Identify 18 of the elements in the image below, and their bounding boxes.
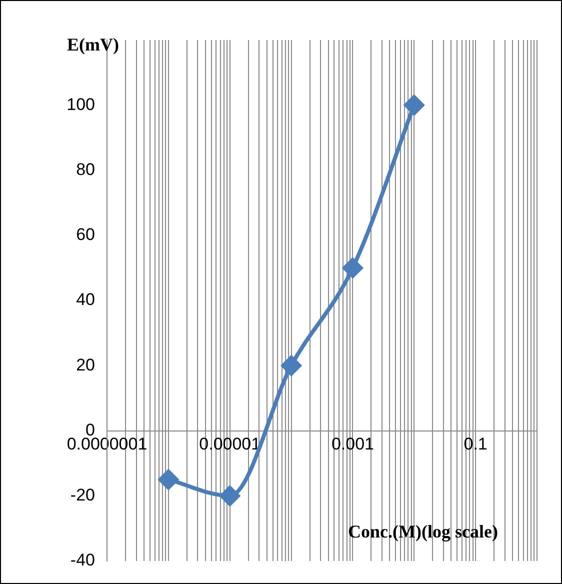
y-axis-title: E(mV) xyxy=(67,34,119,55)
y-tick-label: 100 xyxy=(66,94,95,114)
point xyxy=(158,470,178,490)
y-tick-label: 40 xyxy=(76,290,95,310)
point xyxy=(404,95,424,116)
x-tick-label: 0.001 xyxy=(331,434,374,454)
y-tick-label: -20 xyxy=(70,486,95,505)
x-axis-title: Conc.(M)(log scale) xyxy=(348,522,498,542)
y-tick-label: 60 xyxy=(76,225,95,244)
y-tick-label: -40 xyxy=(70,550,95,570)
x-tick-label: 0.0000001 xyxy=(66,434,148,454)
y-tick-label: 20 xyxy=(76,355,95,374)
point xyxy=(220,486,240,506)
x-tick-label: 0.1 xyxy=(464,434,488,454)
point xyxy=(281,356,302,376)
point xyxy=(342,258,363,278)
x-tick-label: 0.00001 xyxy=(199,434,261,454)
y-tick-label: 80 xyxy=(76,160,95,179)
